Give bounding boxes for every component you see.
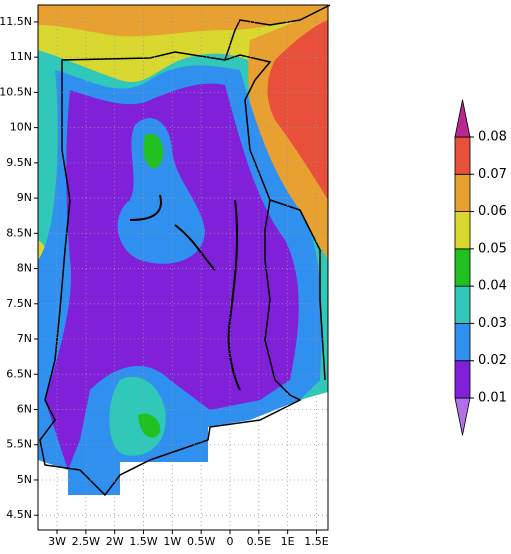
country-border [39,51,302,497]
y-tick-label: 6.5N [6,367,32,380]
y-tick-label: 4.5N [6,508,32,521]
y-tick-label: 6N [17,402,32,415]
colorbar: 0.01 0.02 0.03 0.04 0.05 0.06 0.07 0.08 [454,99,507,436]
colorbar-end [454,397,471,436]
colorbar-end [454,99,471,138]
colorbar-label: 0.07 [478,167,507,182]
grid [38,5,328,530]
y-tick-label: 11.5N [0,15,32,28]
y-tick-label: 10N [10,121,32,134]
colorbar-segment [454,285,471,324]
x-tick-label: 1.5W [129,535,157,548]
x-tick-label: 1E [281,535,295,548]
colorbar-segment [454,211,471,250]
y-tick-label: 8N [17,262,32,275]
colorbar-label: 0.05 [478,241,507,256]
y-tick-label: 7.5N [6,297,32,310]
colorbar-label: 0.01 [478,391,507,406]
y-tick-label: 5.5N [6,438,32,451]
colorbar-label: 0.02 [478,353,507,368]
x-tick-label: 1W [163,535,181,548]
colorbar-segment [454,248,471,287]
y-tick-label: 8.5N [6,226,32,239]
borders [39,4,331,497]
x-tick-label: 2W [106,535,124,548]
x-tick-label: 2.5W [72,535,100,548]
colorbar-label: 0.03 [478,316,507,331]
x-tick-label: 3W [48,535,66,548]
colorbar-label: 0.04 [478,279,507,294]
colorbar-segment [454,173,471,212]
y-tick-label: 7N [17,332,32,345]
colorbar-label: 0.06 [478,204,507,219]
map-frame [37,4,329,531]
contour-field [38,5,328,530]
neighbour-border [224,4,331,381]
y-tick-label: 10.5N [0,85,32,98]
x-tick-label: 0 [226,535,233,548]
y-tick-label: 9.5N [6,156,32,169]
x-tick-label: 0.5W [187,535,215,548]
colorbar-label: 0.08 [478,130,507,145]
x-tick-label: 1.5E [304,535,328,548]
colorbar-segment [454,360,471,399]
colorbar-segment [454,323,471,362]
y-tick-label: 9N [17,191,32,204]
x-tick-label: 0.5E [247,535,271,548]
y-tick-label: 11N [10,50,32,63]
y-tick-label: 5N [17,473,32,486]
colorbar-segment [454,136,471,175]
